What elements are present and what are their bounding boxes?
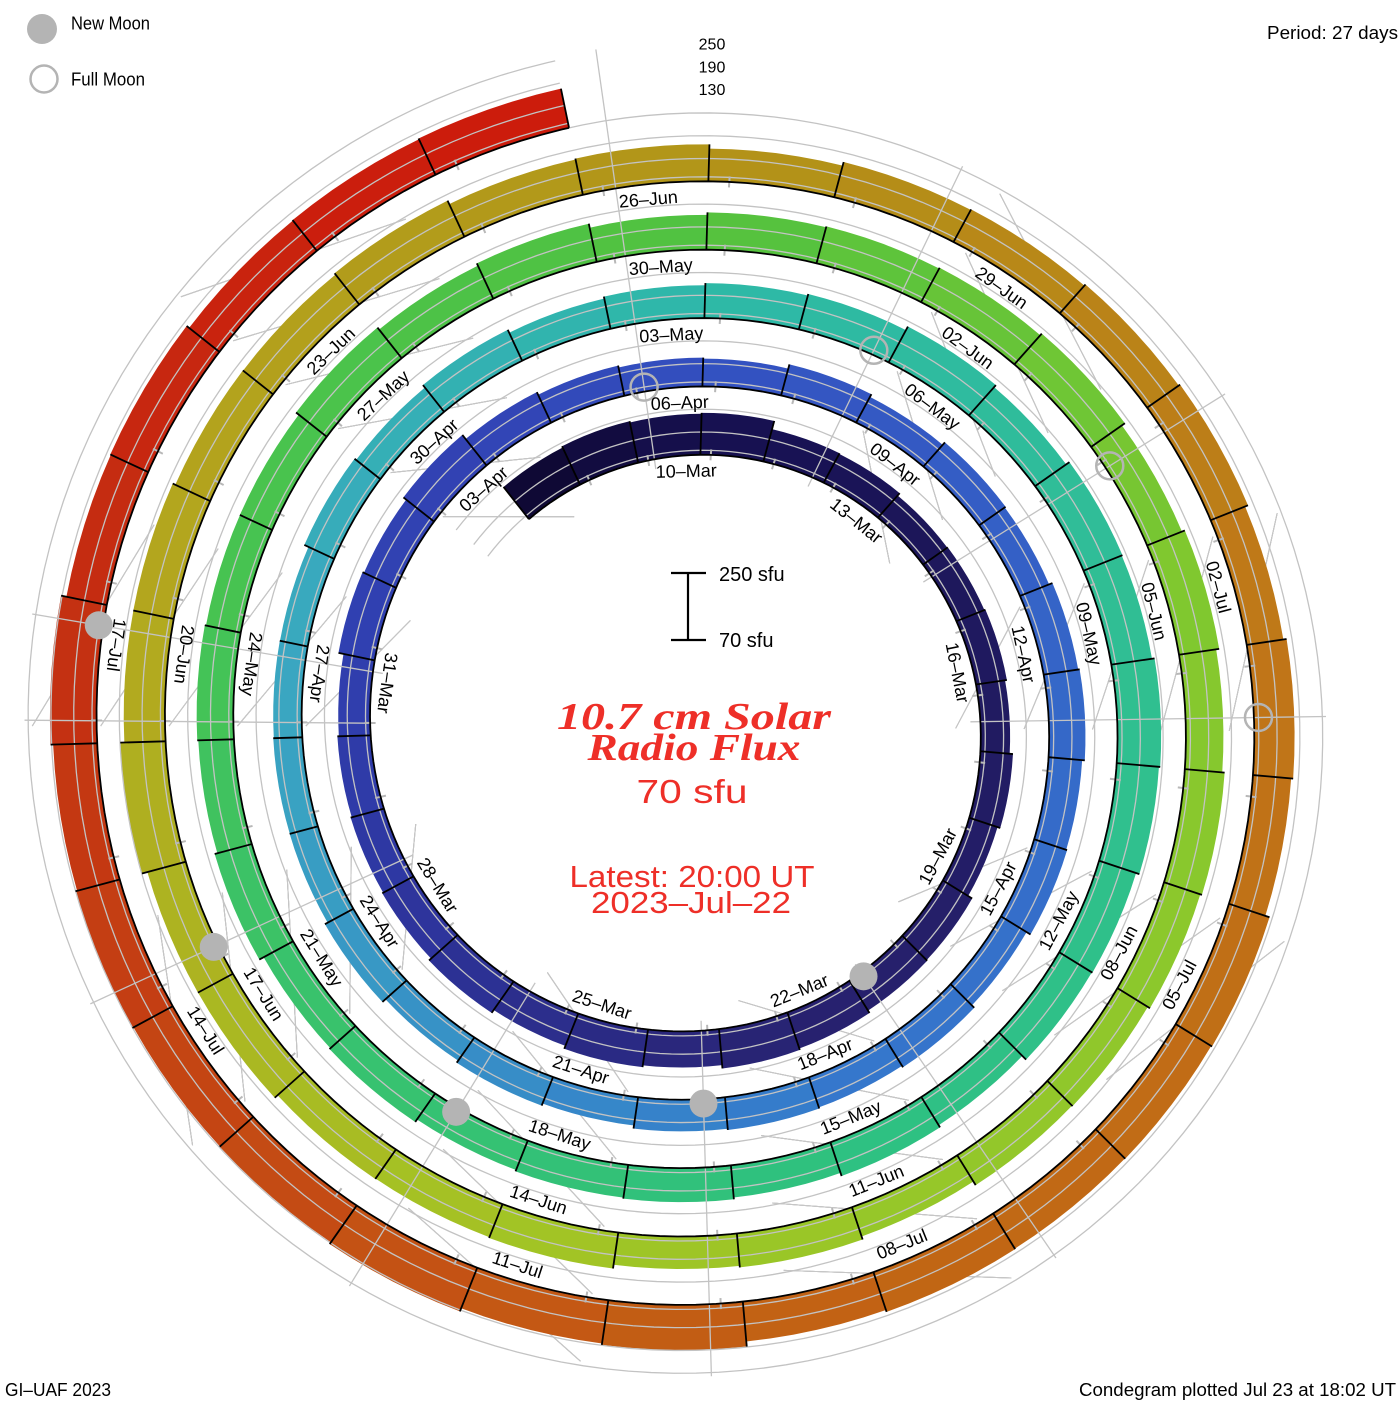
svg-text:2023–Jul–22: 2023–Jul–22 [591,885,791,920]
svg-text:70 sfu: 70 sfu [637,773,748,810]
svg-text:Radio Flux: Radio Flux [586,727,800,769]
svg-text:Condegram plotted Jul 23 at 18: Condegram plotted Jul 23 at 18:02 UT [1079,1380,1396,1400]
svg-text:130: 130 [699,82,726,99]
svg-text:250: 250 [699,37,726,54]
svg-text:06–Apr: 06–Apr [650,392,709,414]
svg-text:190: 190 [699,59,726,76]
svg-text:03–May: 03–May [639,323,704,346]
svg-text:Full Moon: Full Moon [71,70,145,90]
svg-text:250 sfu: 250 sfu [719,564,785,586]
svg-text:10–Mar: 10–Mar [656,460,718,481]
svg-text:New Moon: New Moon [71,14,150,34]
svg-text:GI–UAF 2023: GI–UAF 2023 [5,1380,111,1400]
svg-text:70 sfu: 70 sfu [719,630,773,652]
svg-text:Period: 27 days: Period: 27 days [1267,23,1398,43]
